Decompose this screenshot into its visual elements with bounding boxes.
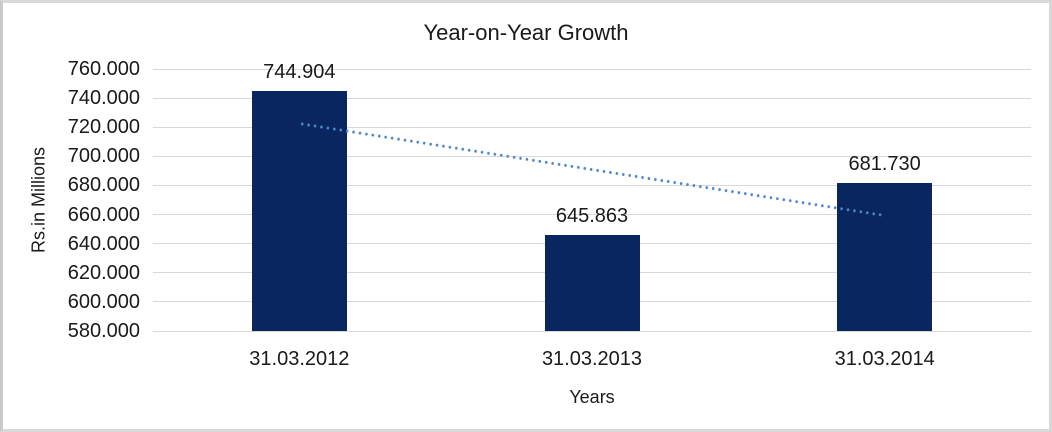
bar <box>544 235 640 331</box>
x-tick-label: 31.03.2012 <box>249 348 350 370</box>
y-tick-label: 720.000 <box>67 116 140 139</box>
gridline <box>153 184 1031 186</box>
x-tick-label: 31.03.2014 <box>834 348 935 370</box>
x-axis-title: Years <box>569 387 615 407</box>
y-tick-label: 740.000 <box>67 87 140 110</box>
gridline <box>153 214 1031 216</box>
bar <box>251 90 347 331</box>
bar-value-label: 744.904 <box>263 60 336 83</box>
y-tick-label: 600.000 <box>67 290 140 313</box>
x-tick-label: 31.03.2013 <box>541 348 643 370</box>
gridline <box>153 330 1031 332</box>
gridline <box>153 68 1031 70</box>
y-tick-label: 700.000 <box>67 145 140 168</box>
y-tick-label: 580.000 <box>67 320 140 342</box>
y-tick-label: 680.000 <box>67 174 140 197</box>
y-tick-label: 620.000 <box>67 261 140 284</box>
y-tick-label: 640.000 <box>67 232 140 255</box>
bar-value-label: 681.730 <box>848 152 921 175</box>
bar <box>837 182 933 331</box>
y-tick-label: 760.000 <box>67 58 140 80</box>
y-tick-label: 660.000 <box>67 203 140 226</box>
bar-value-label: 645.863 <box>555 205 629 228</box>
gridline <box>153 97 1031 99</box>
trendline <box>299 122 885 218</box>
chart-title: Year-on-Year Growth <box>423 20 629 45</box>
gridline <box>153 155 1031 157</box>
gridline <box>153 126 1031 128</box>
